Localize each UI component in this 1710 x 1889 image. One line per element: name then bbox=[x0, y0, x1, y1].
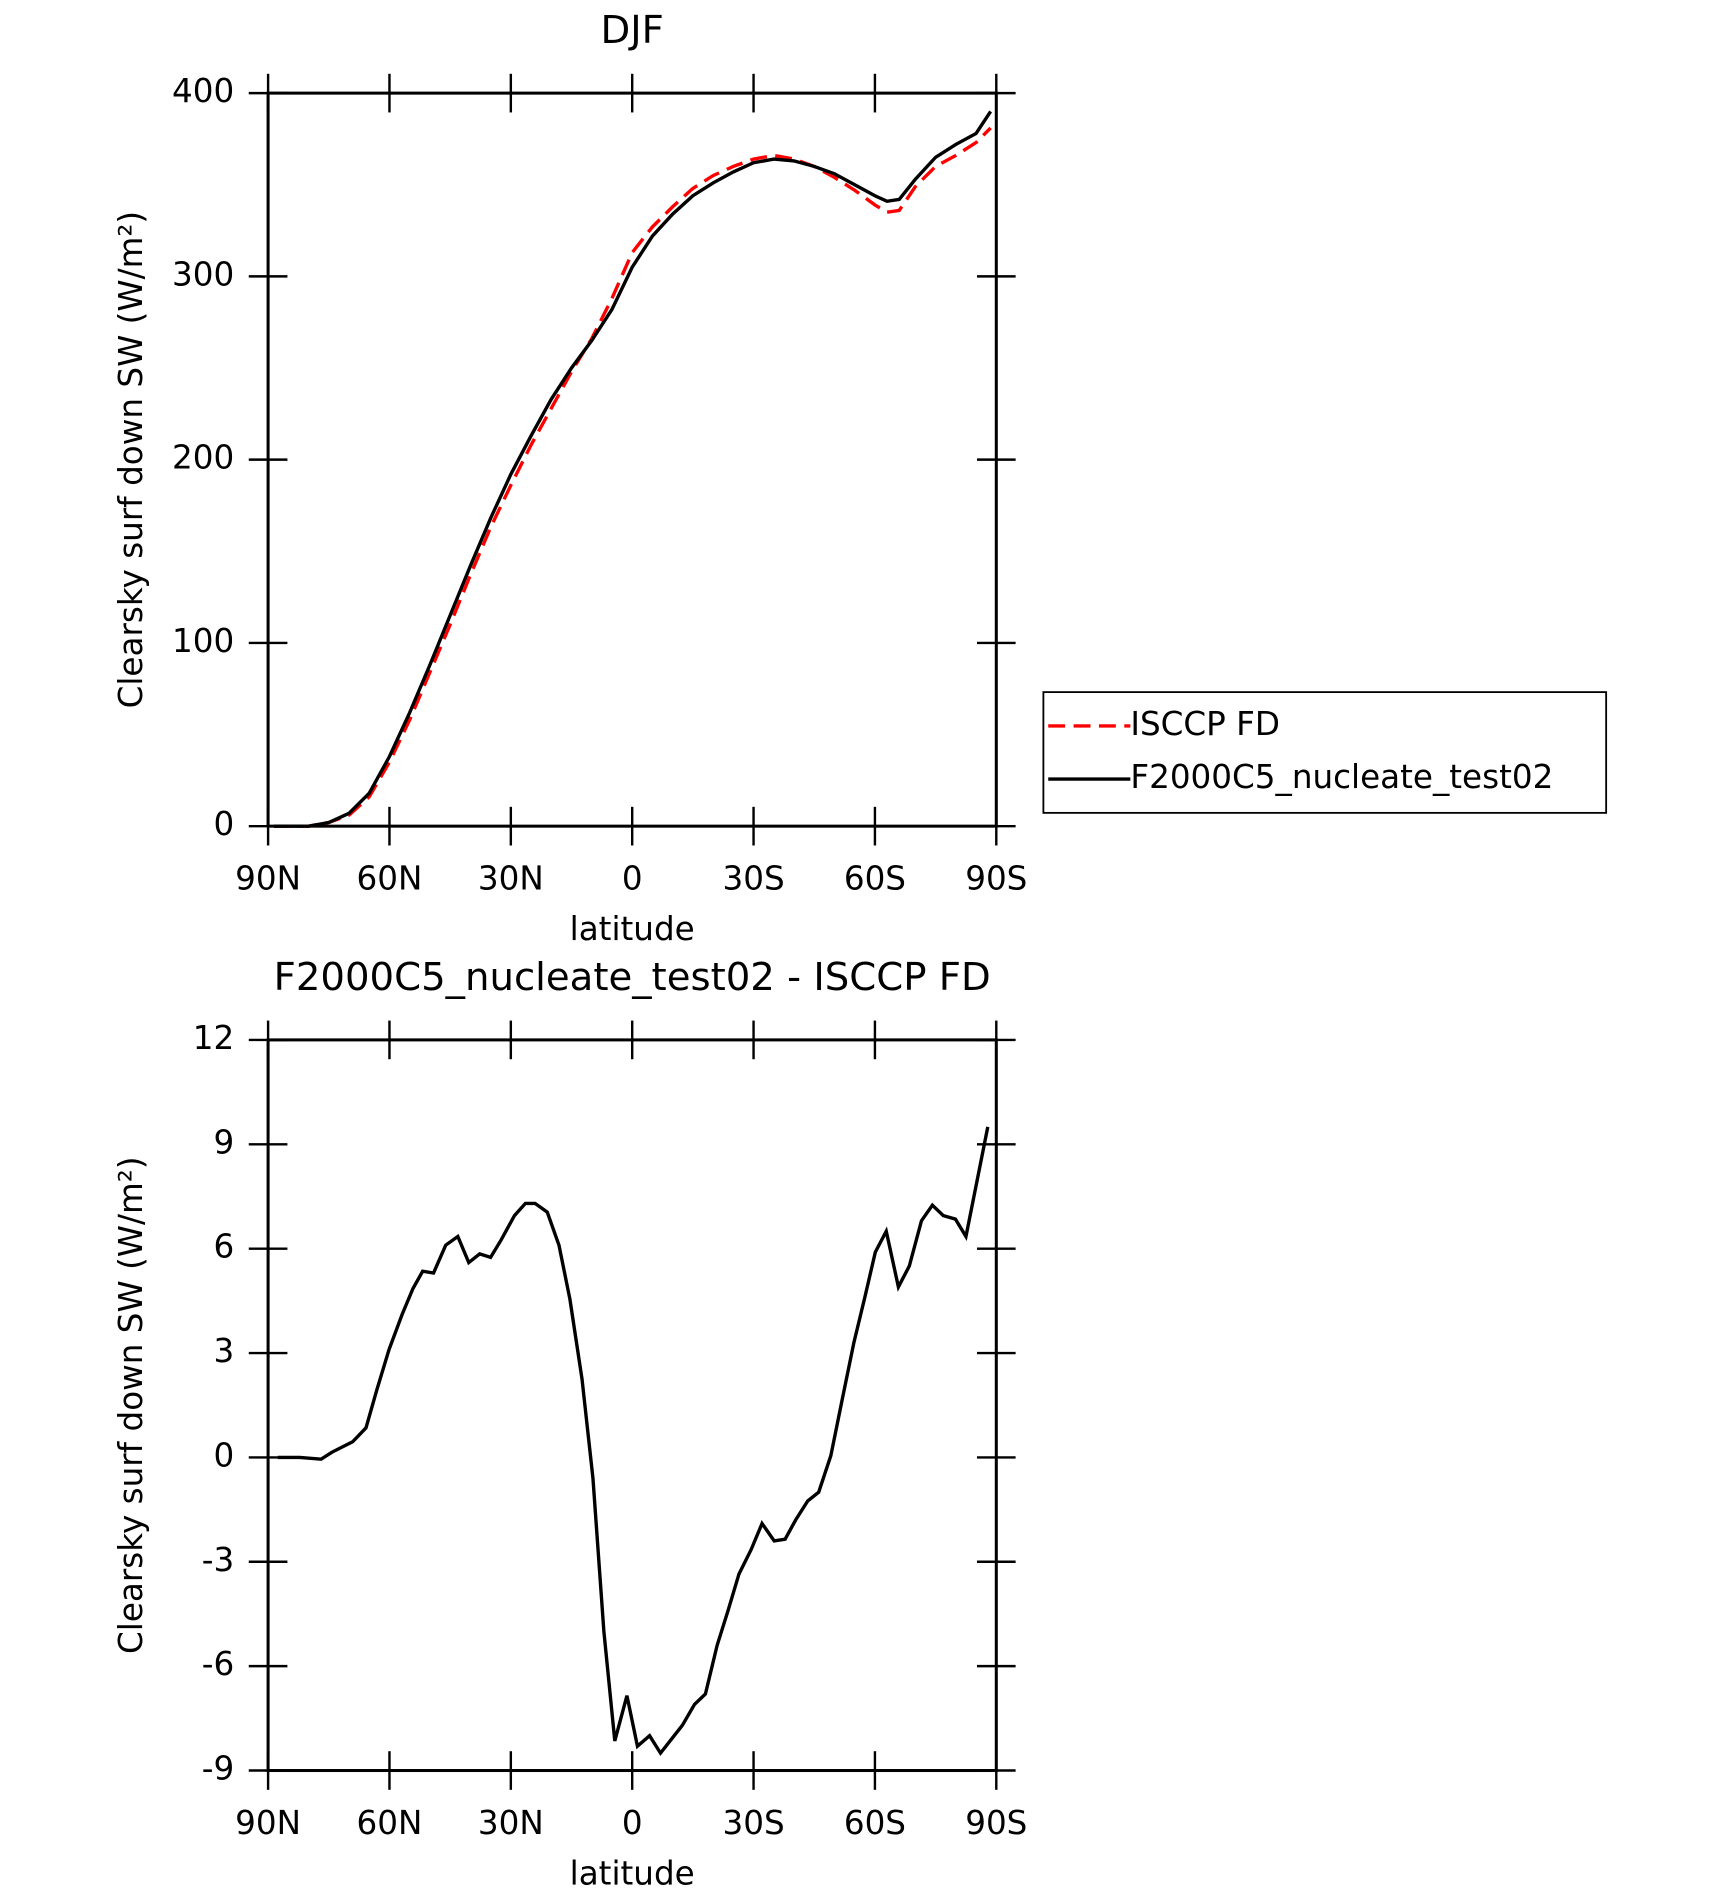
y-tick-label: 9 bbox=[214, 1123, 235, 1161]
legend-label: ISCCP FD bbox=[1130, 705, 1280, 743]
chart-title: F2000C5_nucleate_test02 - ISCCP FD bbox=[274, 955, 991, 1000]
y-tick-label: 400 bbox=[172, 72, 234, 110]
legend-box bbox=[1042, 691, 1608, 814]
x-tick-label: 60S bbox=[844, 859, 906, 897]
x-tick-label: 60N bbox=[357, 859, 423, 897]
data-line bbox=[273, 126, 992, 828]
plot-frame bbox=[266, 91, 998, 828]
x-tick-label: 30N bbox=[478, 1804, 544, 1842]
data-line bbox=[277, 1126, 990, 1757]
x-tick-label: 60S bbox=[844, 1804, 906, 1842]
data-line bbox=[273, 110, 993, 828]
y-tick-label: 3 bbox=[214, 1332, 235, 1370]
y-tick-label: 100 bbox=[172, 622, 234, 660]
x-tick-label: 60N bbox=[357, 1804, 423, 1842]
x-tick-label: 30S bbox=[722, 859, 784, 897]
legend-label: F2000C5_nucleate_test02 bbox=[1130, 758, 1553, 796]
x-axis-label: latitude bbox=[570, 910, 695, 948]
y-tick-label: -6 bbox=[202, 1645, 235, 1683]
y-tick-label: -9 bbox=[202, 1750, 235, 1788]
y-tick-label: 200 bbox=[172, 439, 234, 477]
y-tick-label: 0 bbox=[214, 805, 235, 843]
x-axis-label: latitude bbox=[570, 1855, 695, 1889]
chart-title: DJF bbox=[601, 8, 664, 53]
x-tick-label: 90N bbox=[235, 859, 301, 897]
y-tick-label: 0 bbox=[214, 1436, 235, 1474]
y-axis-label: Clearsky surf down SW (W/m²) bbox=[112, 211, 150, 709]
x-tick-label: 0 bbox=[622, 859, 643, 897]
y-tick-label: 12 bbox=[193, 1019, 234, 1057]
x-tick-label: 30N bbox=[478, 859, 544, 897]
plot-frame bbox=[266, 1038, 998, 1773]
y-tick-label: 6 bbox=[214, 1228, 235, 1266]
y-tick-label: -3 bbox=[202, 1541, 235, 1579]
x-tick-label: 90N bbox=[235, 1804, 301, 1842]
x-tick-label: 90S bbox=[965, 859, 1027, 897]
x-tick-label: 90S bbox=[965, 1804, 1027, 1842]
y-tick-label: 300 bbox=[172, 255, 234, 293]
x-tick-label: 30S bbox=[722, 1804, 784, 1842]
y-axis-label: Clearsky surf down SW (W/m²) bbox=[112, 1156, 150, 1654]
x-tick-label: 0 bbox=[622, 1804, 643, 1842]
